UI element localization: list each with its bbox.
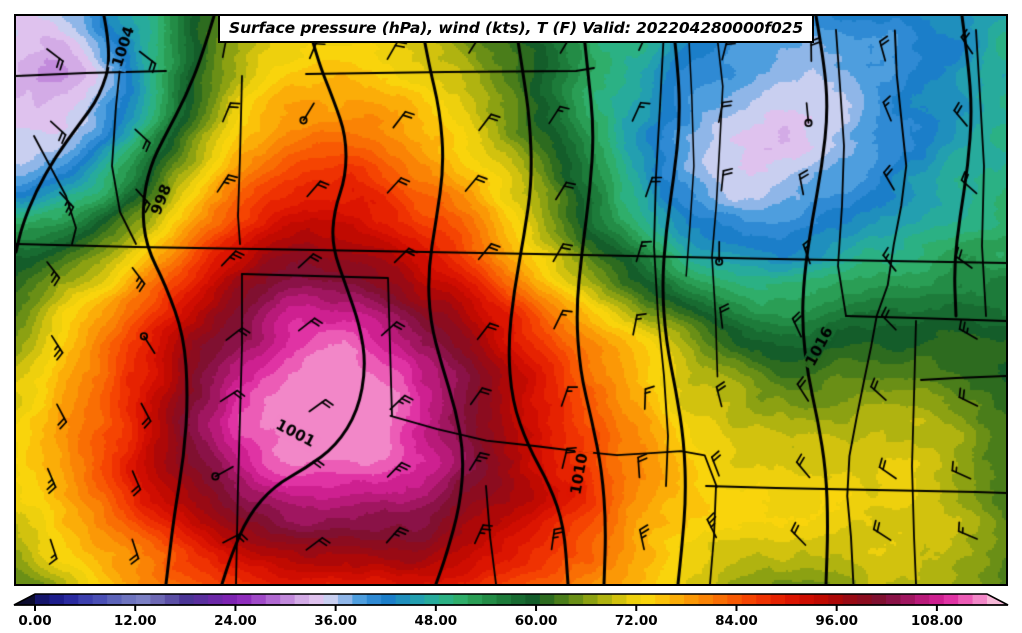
weather-map — [14, 14, 1008, 586]
colorbar-tick-label: 12.00 — [114, 613, 157, 629]
map-title-box: Surface pressure (hPa), wind (kts), T (F… — [218, 14, 815, 43]
page-title: Surface pressure (hPa), wind (kts), T (F… — [229, 19, 804, 37]
colorbar-tick-label: 60.00 — [515, 613, 558, 629]
colorbar-tick-label: 96.00 — [815, 613, 858, 629]
colorbar-svg: 0.00 12.00 24.00 36.00 48.00 60.00 72.00 84.00 9… — [13, 593, 1009, 629]
colorbar-tick-label: 36.00 — [314, 613, 357, 629]
colorbar-tick-label: 24.00 — [214, 613, 257, 629]
colorbar-tick-label: 0.00 — [18, 613, 51, 629]
colorbar: 0.00 12.00 24.00 36.00 48.00 60.00 72.00 84.00 9… — [0, 588, 1022, 633]
colorbar-tick-label: 108.00 — [911, 613, 963, 629]
colorbar-tick-label: 84.00 — [715, 613, 758, 629]
colorbar-tick-label: 72.00 — [615, 613, 658, 629]
colorbar-tick-label: 48.00 — [414, 613, 457, 629]
temperature-contour-field — [16, 16, 1006, 584]
